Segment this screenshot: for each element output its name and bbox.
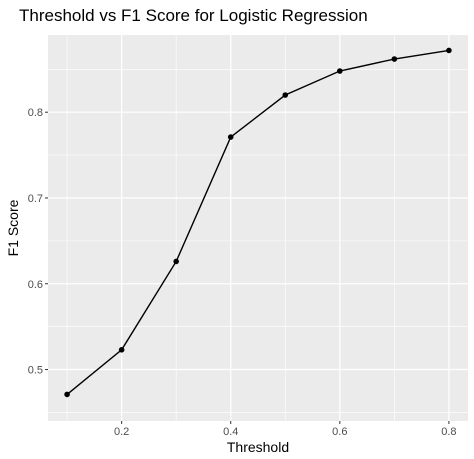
y-tick-label: 0.5 bbox=[28, 365, 43, 377]
series-line bbox=[66, 49, 450, 395]
plot-panel bbox=[48, 35, 468, 421]
data-point bbox=[64, 391, 70, 398]
y-axis-label: F1 Score bbox=[5, 199, 21, 256]
grid-major bbox=[48, 35, 468, 421]
chart-title: Threshold vs F1 Score for Logistic Regre… bbox=[19, 6, 368, 25]
data-point bbox=[282, 92, 289, 98]
data-point bbox=[173, 258, 179, 265]
data-point bbox=[446, 47, 452, 54]
x-tick-label: 0.8 bbox=[441, 426, 456, 438]
x-tick-label: 0.2 bbox=[114, 426, 129, 438]
data-points bbox=[64, 47, 452, 398]
data-point bbox=[391, 56, 398, 62]
data-point bbox=[118, 347, 125, 353]
x-tick-label: 0.6 bbox=[332, 426, 347, 438]
y-tick-label: 0.6 bbox=[28, 279, 43, 291]
grid-minor bbox=[48, 35, 468, 421]
x-axis-label: Threshold bbox=[227, 439, 289, 455]
x-tick-label: 0.4 bbox=[223, 426, 238, 438]
data-point bbox=[337, 68, 343, 74]
y-tick-label: 0.8 bbox=[28, 107, 43, 119]
axis-ticks bbox=[45, 111, 450, 424]
data-point bbox=[227, 134, 234, 140]
y-tick-label: 0.7 bbox=[28, 193, 43, 205]
tick-labels: 0.2 0.4 0.6 0.8 0.5 0.6 0.7 0.8 bbox=[28, 107, 457, 438]
